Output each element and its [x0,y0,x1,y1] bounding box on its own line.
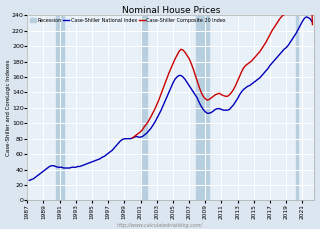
Bar [140,15,147,200]
Y-axis label: Case-Shiller and CoreLogic Indexes: Case-Shiller and CoreLogic Indexes [5,60,11,156]
Bar [56,15,64,200]
Title: Nominal House Prices: Nominal House Prices [122,5,220,15]
Text: http://www.calculatedriskblog.com/: http://www.calculatedriskblog.com/ [117,223,203,228]
Bar [196,15,209,200]
Legend: Recession, Case-Shiller National Index, Case-Shiller Composite 20 Index: Recession, Case-Shiller National Index, … [30,18,226,23]
Bar [296,15,298,200]
